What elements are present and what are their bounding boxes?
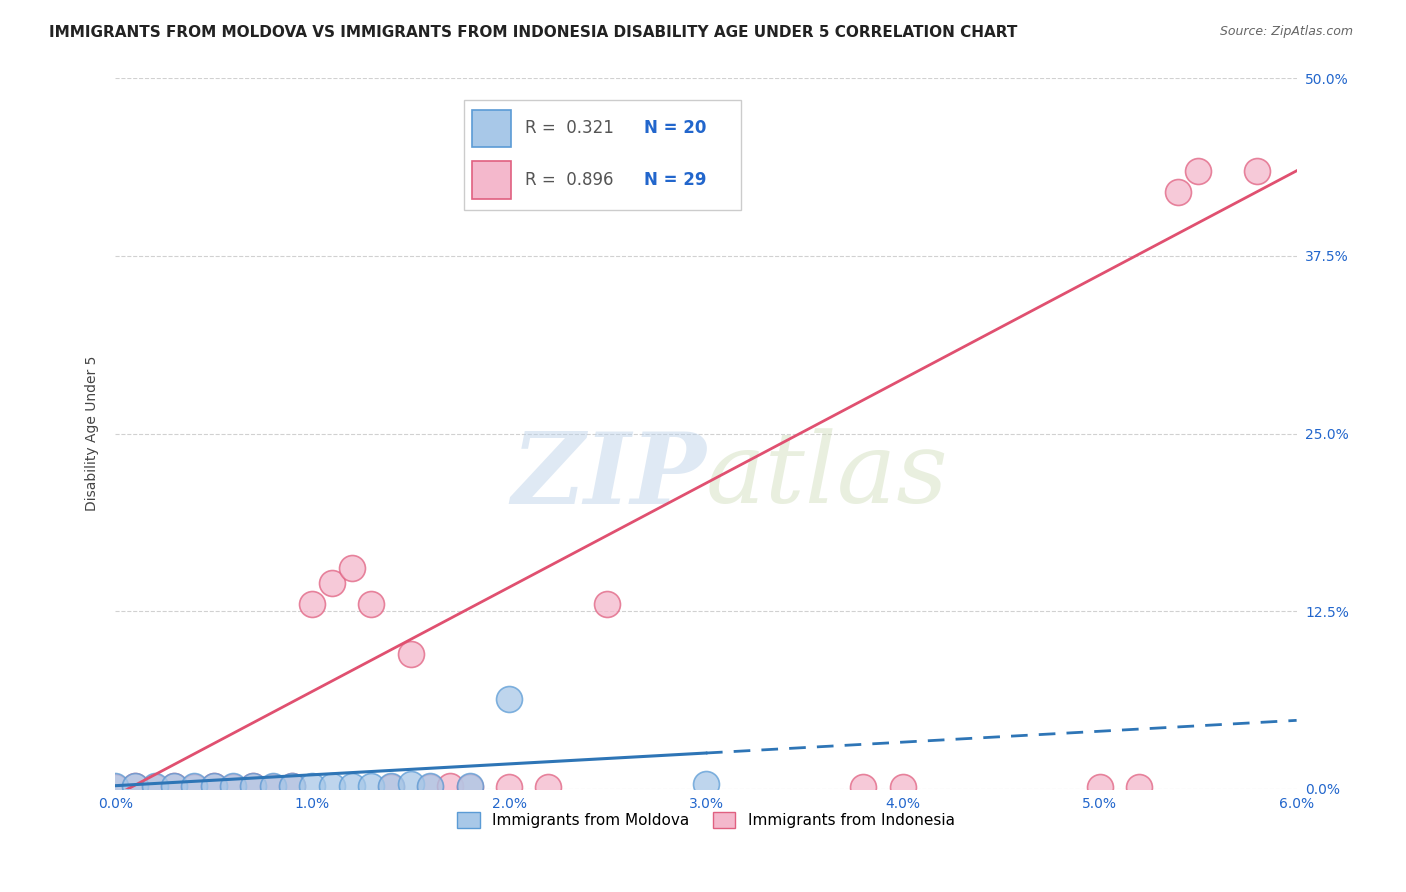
Point [852,780,875,794]
Point [891,780,914,794]
Point [1246,163,1268,178]
Point [360,779,382,793]
Text: atlas: atlas [706,428,949,524]
Point [183,779,205,793]
Point [458,779,481,793]
Point [262,779,284,793]
Point [281,779,304,793]
Point [537,780,560,794]
Point [439,779,461,793]
Point [399,777,422,791]
Point [281,779,304,793]
Point [163,779,186,793]
Point [301,597,323,611]
Point [399,647,422,661]
Point [222,779,245,793]
Point [340,561,363,575]
Point [202,779,225,793]
Text: Source: ZipAtlas.com: Source: ZipAtlas.com [1219,25,1353,38]
Y-axis label: Disability Age Under 5: Disability Age Under 5 [86,356,100,511]
Point [163,779,186,793]
Point [360,597,382,611]
Point [498,780,520,794]
Point [104,780,127,794]
Point [262,780,284,794]
Point [458,780,481,794]
Point [143,780,166,794]
Text: IMMIGRANTS FROM MOLDOVA VS IMMIGRANTS FROM INDONESIA DISABILITY AGE UNDER 5 CORR: IMMIGRANTS FROM MOLDOVA VS IMMIGRANTS FR… [49,25,1018,40]
Point [242,779,264,793]
Point [695,777,717,791]
Point [498,692,520,706]
Point [222,780,245,794]
Point [380,780,402,794]
Point [242,779,264,793]
Text: ZIP: ZIP [510,428,706,524]
Point [1128,780,1150,794]
Point [380,779,402,793]
Point [124,779,146,793]
Point [301,779,323,793]
Point [321,575,343,590]
Point [202,779,225,793]
Point [1187,163,1209,178]
Point [321,779,343,793]
Point [419,779,441,793]
Point [1088,780,1111,794]
Point [1167,185,1189,199]
Point [596,597,619,611]
Point [143,779,166,793]
Point [419,780,441,794]
Point [104,779,127,793]
Legend: Immigrants from Moldova, Immigrants from Indonesia: Immigrants from Moldova, Immigrants from… [451,806,960,834]
Point [340,779,363,793]
Point [183,780,205,794]
Point [124,779,146,793]
